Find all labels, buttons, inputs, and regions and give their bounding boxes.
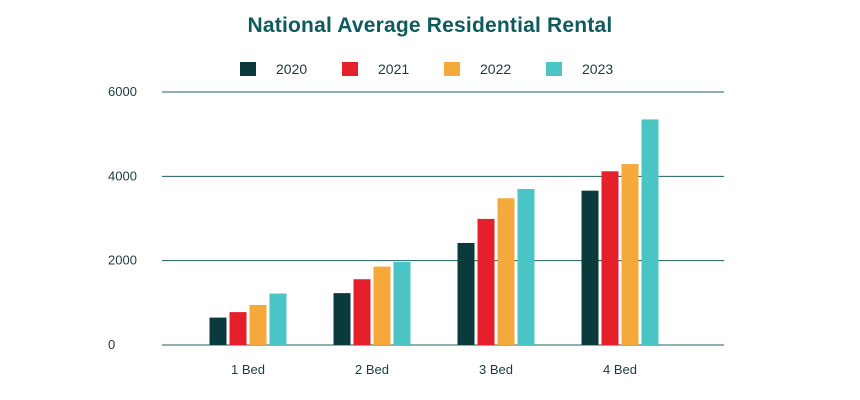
bar xyxy=(373,266,391,345)
x-category-label: 4 Bed xyxy=(603,362,637,377)
bar xyxy=(517,188,535,345)
bar xyxy=(353,279,371,345)
chart-title: National Average Residential Rental xyxy=(247,14,613,37)
legend-label: 2023 xyxy=(582,61,613,77)
bar xyxy=(249,304,267,345)
bar xyxy=(393,261,411,345)
legend-swatch xyxy=(546,62,562,76)
bar xyxy=(209,317,227,345)
legend-label: 2021 xyxy=(378,61,409,77)
bar xyxy=(497,198,515,345)
bar xyxy=(457,242,475,345)
bar xyxy=(621,164,639,345)
legend-label: 2022 xyxy=(480,61,511,77)
bar xyxy=(333,293,351,345)
x-category-label: 3 Bed xyxy=(479,362,513,377)
bar xyxy=(477,218,495,345)
y-tick-label: 2000 xyxy=(108,253,137,268)
bar xyxy=(601,171,619,345)
legend-swatch xyxy=(240,62,256,76)
x-category-label: 1 Bed xyxy=(231,362,265,377)
x-category-label: 2 Bed xyxy=(355,362,389,377)
y-tick-label: 4000 xyxy=(108,168,137,183)
bar xyxy=(641,119,659,346)
legend-swatch xyxy=(342,62,358,76)
y-tick-label: 6000 xyxy=(108,84,137,99)
bar xyxy=(269,293,287,345)
legend-swatch xyxy=(444,62,460,76)
bar xyxy=(229,312,247,345)
y-tick-label: 0 xyxy=(108,337,115,352)
bar xyxy=(581,190,599,345)
legend-label: 2020 xyxy=(276,61,307,77)
